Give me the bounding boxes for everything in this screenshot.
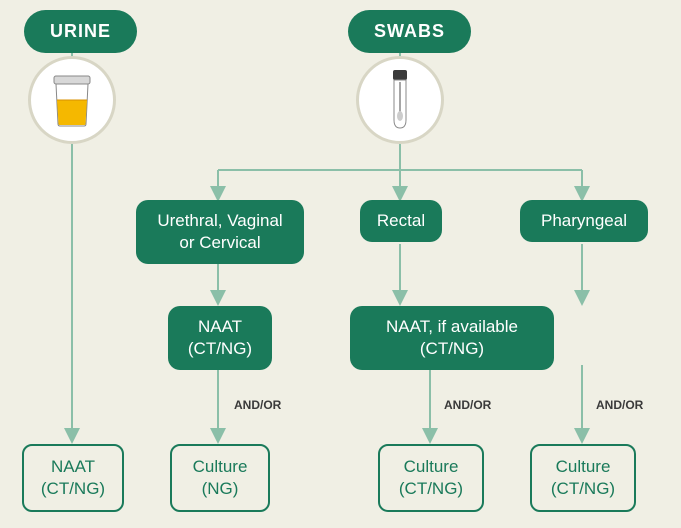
result-culture-ng: Culture (NG) [170, 444, 270, 512]
step-rectal: Rectal [360, 200, 442, 242]
step-naat-if-label: NAAT, if available (CT/NG) [386, 316, 518, 360]
result-culture-ctng-pharyngeal: Culture (CT/NG) [530, 444, 636, 512]
result-culture-ctng-pharyngeal-label: Culture (CT/NG) [551, 456, 615, 500]
step-naat-if: NAAT, if available (CT/NG) [350, 306, 554, 370]
result-culture-ctng-rectal: Culture (CT/NG) [378, 444, 484, 512]
urine-cup-icon [46, 72, 98, 128]
swab-icon-circle [356, 56, 444, 144]
swab-tube-icon [385, 68, 415, 132]
header-swabs-label: SWABS [374, 20, 445, 43]
step-uvc-label: Urethral, Vaginal or Cervical [157, 210, 282, 254]
andor-rectal: AND/OR [444, 398, 491, 412]
step-pharyngeal: Pharyngeal [520, 200, 648, 242]
header-urine: URINE [24, 10, 137, 53]
result-culture-ng-label: Culture (NG) [193, 456, 248, 500]
step-uvc: Urethral, Vaginal or Cervical [136, 200, 304, 264]
result-urine-naat: NAAT (CT/NG) [22, 444, 124, 512]
step-rectal-label: Rectal [377, 210, 425, 232]
andor-uvc: AND/OR [234, 398, 281, 412]
header-swabs: SWABS [348, 10, 471, 53]
step-naat-uvc: NAAT (CT/NG) [168, 306, 272, 370]
step-naat-uvc-label: NAAT (CT/NG) [188, 316, 252, 360]
andor-pharyngeal: AND/OR [596, 398, 643, 412]
result-urine-naat-label: NAAT (CT/NG) [41, 456, 105, 500]
result-culture-ctng-rectal-label: Culture (CT/NG) [399, 456, 463, 500]
urine-icon-circle [28, 56, 116, 144]
step-pharyngeal-label: Pharyngeal [541, 210, 627, 232]
header-urine-label: URINE [50, 20, 111, 43]
